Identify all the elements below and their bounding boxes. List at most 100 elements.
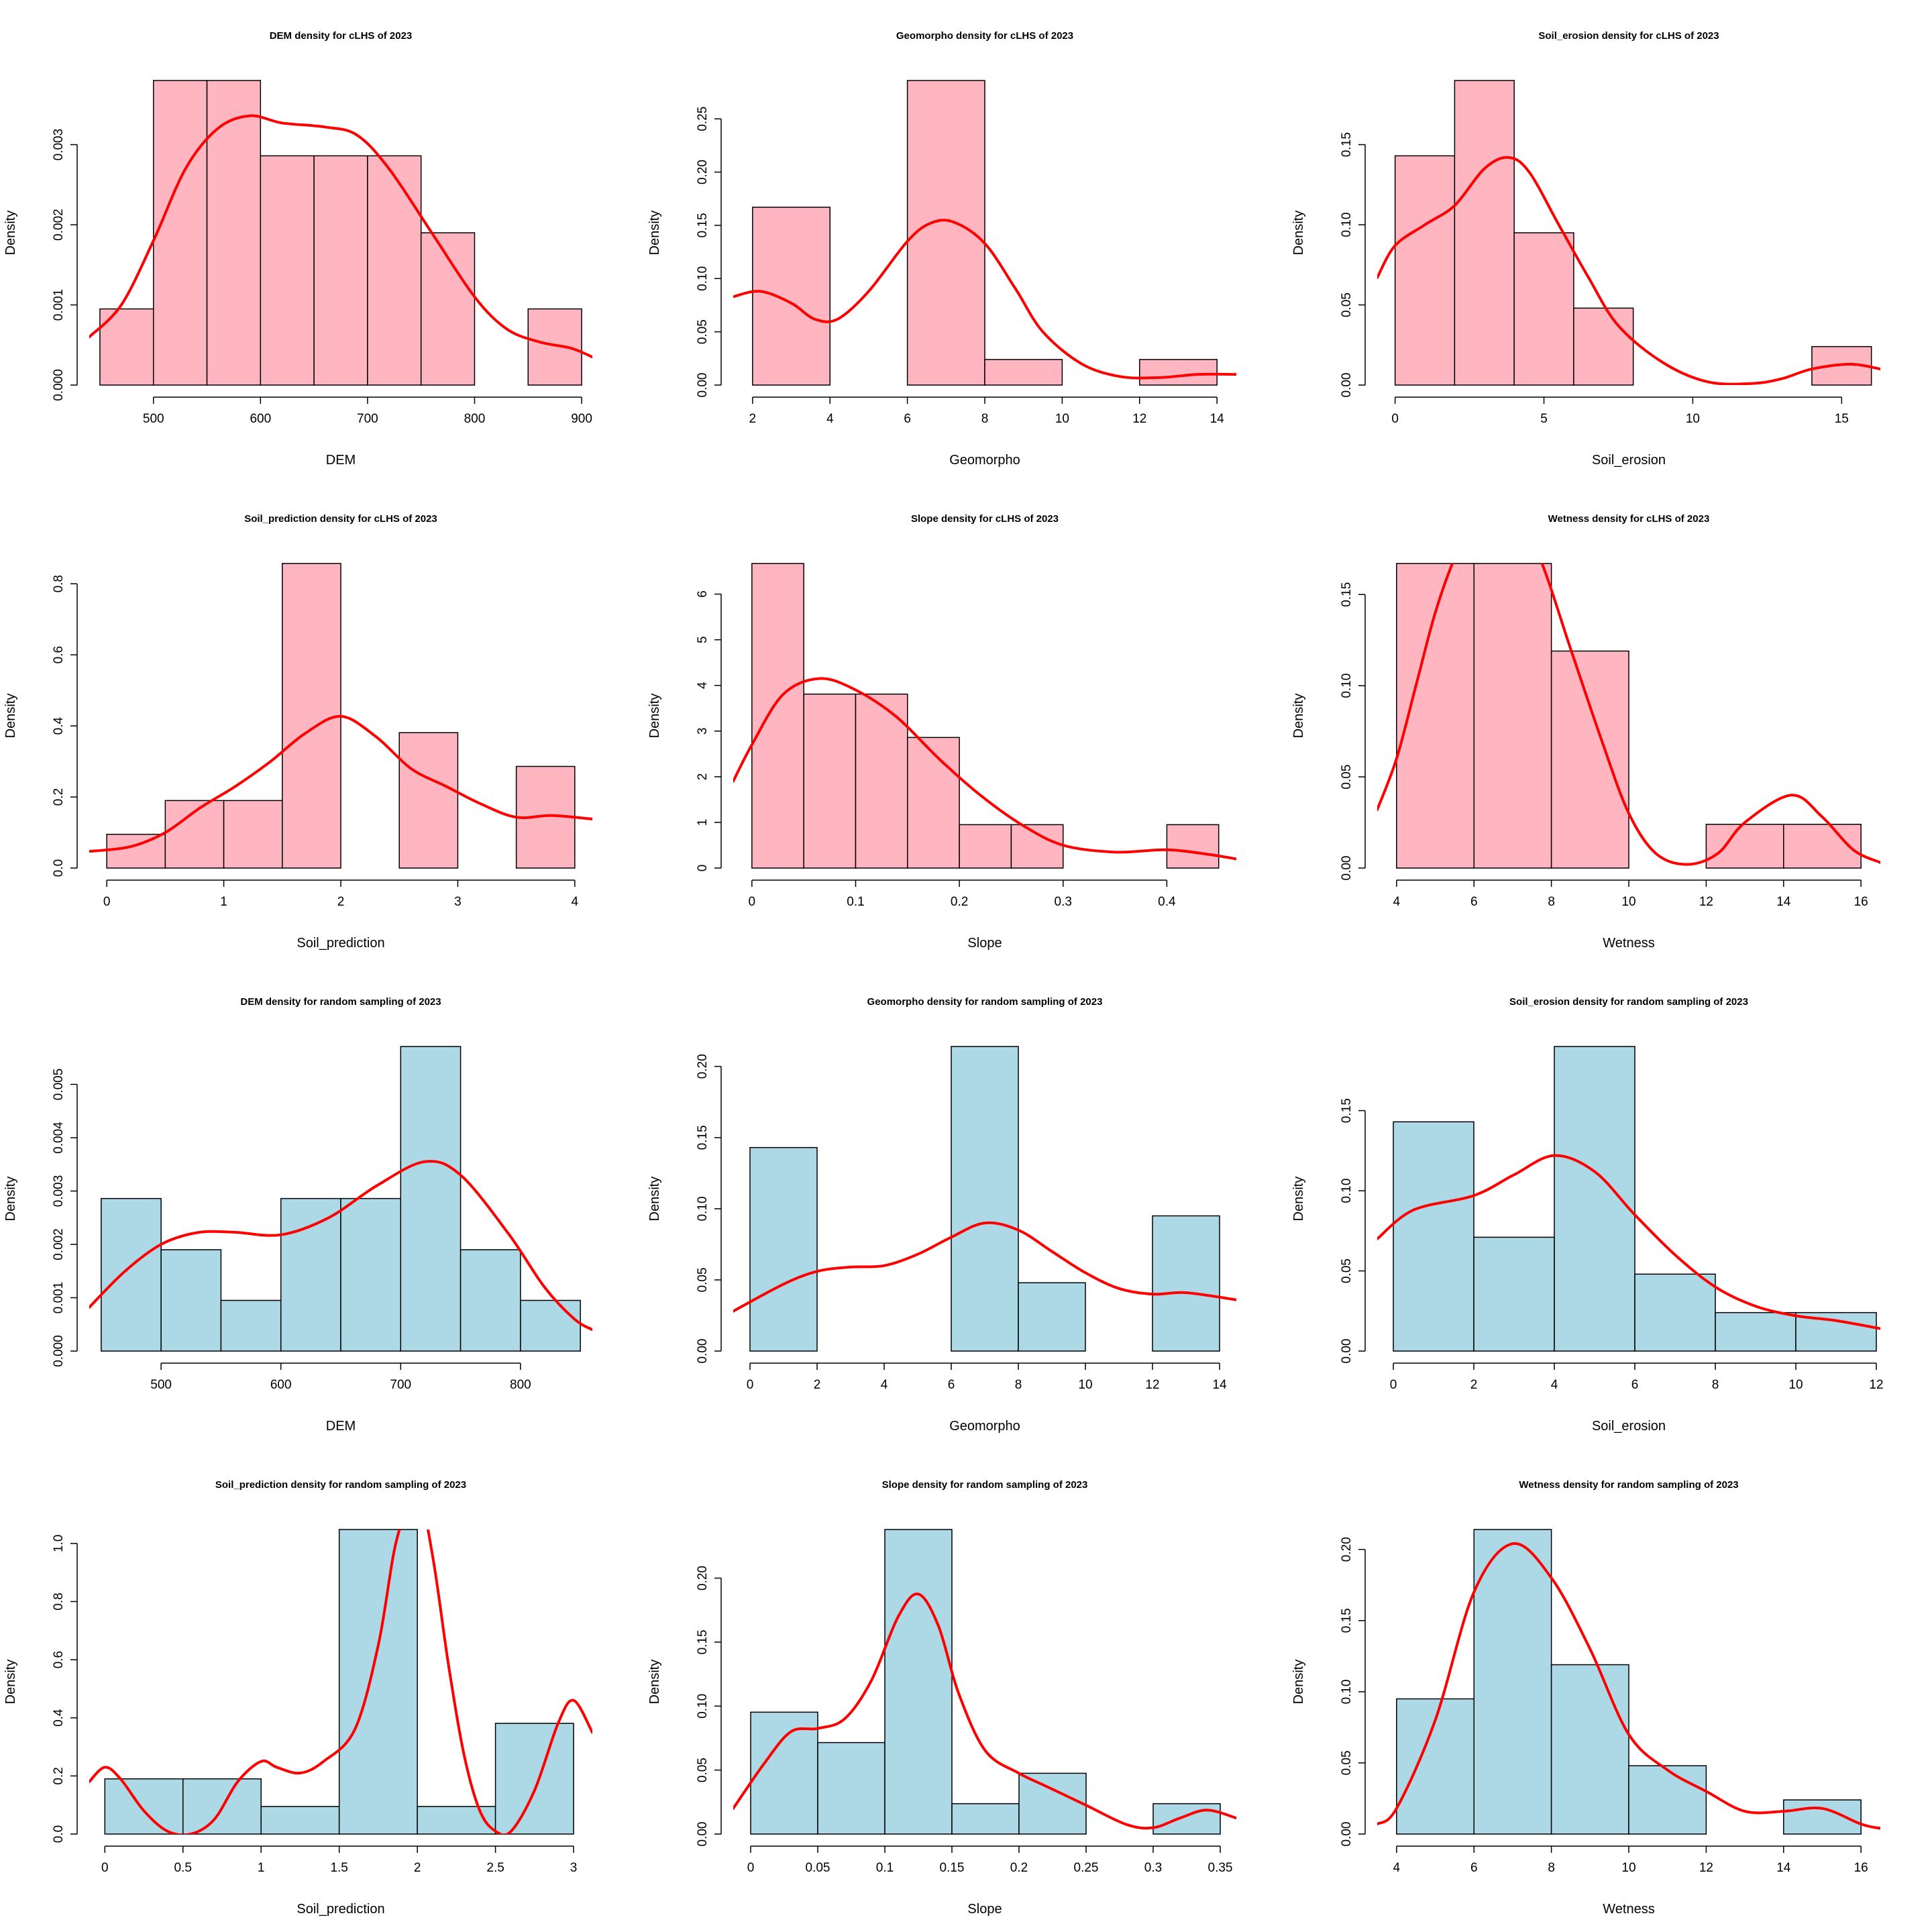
histogram-bar xyxy=(1139,359,1218,386)
y-tick-label: 0.00 xyxy=(696,373,710,398)
density-curve xyxy=(1377,1154,1880,1330)
histogram-bars xyxy=(99,80,582,386)
x-tick-label: 0.4 xyxy=(1158,895,1176,909)
x-tick-label: 15 xyxy=(1835,412,1849,426)
y-tick-label: 0.05 xyxy=(696,1758,710,1782)
y-tick-label: 0.00 xyxy=(1340,856,1354,881)
chart-title: Slope density for cLHS of 2023 xyxy=(911,513,1059,525)
histogram-bar xyxy=(223,800,283,869)
histogram-bars xyxy=(1396,563,1862,869)
histogram-bar xyxy=(984,359,1063,386)
x-tick-label: 8 xyxy=(1548,1861,1555,1875)
x-tick-label: 8 xyxy=(1015,1378,1022,1392)
x-tick-label: 0.15 xyxy=(940,1861,965,1875)
y-axis-title: Density xyxy=(647,211,662,256)
x-axis-title: Wetness xyxy=(1603,936,1654,951)
histogram-bar xyxy=(1018,1282,1086,1352)
histogram-bar xyxy=(280,1197,341,1352)
histogram-bar xyxy=(1705,824,1784,869)
density-curve xyxy=(1377,156,1880,385)
x-tick-label: 4 xyxy=(1393,1861,1401,1875)
y-tick-label: 0.00 xyxy=(1340,1339,1354,1364)
histogram-bar xyxy=(460,1249,521,1352)
histogram-bar xyxy=(1454,80,1515,386)
x-tick-label: 800 xyxy=(464,412,486,426)
x-axis-title: Soil_prediction xyxy=(297,936,384,951)
x-tick-label: 1 xyxy=(258,1861,265,1875)
chart-title: Geomorpho density for cLHS of 2023 xyxy=(896,30,1073,42)
chart-panel: Soil_erosion density for cLHS of 2023 0 5 1… xyxy=(1291,30,1880,468)
y-tick-label: 0.4 xyxy=(52,1709,66,1727)
x-tick-label: 6 xyxy=(948,1378,955,1392)
y-tick-label: 0.2 xyxy=(52,788,66,806)
chart-title: Soil_prediction density for random sampl… xyxy=(215,1479,466,1491)
y-tick-label: 0.20 xyxy=(696,1566,710,1591)
x-tick-label: 0 xyxy=(1391,412,1399,426)
y-tick-label: 0 xyxy=(696,865,710,872)
histogram-bar xyxy=(1513,232,1574,386)
y-tick-label: 0.6 xyxy=(52,646,66,663)
y-tick-label: 0.10 xyxy=(696,266,710,291)
histogram-bar xyxy=(160,1249,222,1352)
histogram-bar xyxy=(1795,1311,1877,1352)
histogram-bar xyxy=(751,563,804,869)
y-tick-label: 0.8 xyxy=(52,575,66,592)
x-tick-label: 600 xyxy=(250,412,271,426)
chart-title: Slope density for random sampling of 202… xyxy=(882,1479,1088,1491)
density-curve xyxy=(1377,564,1880,866)
histogram-bar xyxy=(951,1046,1019,1352)
y-tick-label: 0.002 xyxy=(52,209,66,241)
y-tick-label: 0.00 xyxy=(1340,1822,1354,1847)
density-curve xyxy=(733,219,1236,380)
histogram-bar xyxy=(106,833,166,869)
density-curve xyxy=(1377,1542,1880,1830)
y-tick-label: 3 xyxy=(696,728,710,735)
x-axis-title: Soil_prediction xyxy=(297,1902,384,1917)
histogram-bars xyxy=(749,1046,1220,1352)
histogram-bar xyxy=(1573,307,1634,386)
x-tick-label: 500 xyxy=(150,1378,172,1392)
x-tick-label: 16 xyxy=(1854,1861,1868,1875)
x-tick-label: 10 xyxy=(1055,412,1069,426)
x-tick-label: 0 xyxy=(749,895,756,909)
histogram-bar xyxy=(1018,1772,1087,1835)
chart-panel: Wetness density for cLHS of 2023 4 6 8 10 12 1… xyxy=(1291,513,1880,951)
y-tick-label: 0.003 xyxy=(52,1175,66,1208)
x-tick-label: 0 xyxy=(747,1861,755,1875)
histogram-bar xyxy=(752,207,830,386)
histogram-bars xyxy=(750,1529,1221,1835)
chart-title: Soil_erosion density for cLHS of 2023 xyxy=(1538,30,1719,42)
y-axis-title: Density xyxy=(1291,694,1306,739)
density-curve xyxy=(733,1593,1236,1830)
y-tick-label: 0.10 xyxy=(1340,674,1354,698)
y-tick-label: 0.003 xyxy=(52,129,66,161)
x-tick-label: 14 xyxy=(1776,895,1791,909)
histogram-bar xyxy=(417,1806,496,1835)
histogram-bar xyxy=(101,1197,162,1352)
x-tick-label: 2 xyxy=(1470,1378,1478,1392)
x-tick-label: 8 xyxy=(981,412,989,426)
y-tick-label: 0.00 xyxy=(1340,373,1354,398)
chart-title: Wetness density for cLHS of 2023 xyxy=(1548,513,1710,525)
x-tick-label: 500 xyxy=(143,412,164,426)
x-axis-title: DEM xyxy=(326,453,356,468)
histogram-bar xyxy=(398,732,459,869)
histogram-bar xyxy=(520,1299,581,1352)
x-tick-label: 8 xyxy=(1712,1378,1719,1392)
x-tick-label: 6 xyxy=(904,412,911,426)
x-tick-label: 4 xyxy=(1393,895,1401,909)
y-tick-label: 0.0 xyxy=(52,1825,66,1843)
x-tick-label: 0.1 xyxy=(847,895,864,909)
x-tick-label: 0.05 xyxy=(806,1861,830,1875)
histogram-bar xyxy=(340,1197,402,1352)
y-tick-label: 0.15 xyxy=(696,1125,710,1150)
histogram-bar xyxy=(1634,1273,1716,1352)
chart-title: Soil_erosion density for random sampling… xyxy=(1509,996,1748,1008)
x-tick-label: 12 xyxy=(1132,412,1146,426)
histogram-bar xyxy=(1152,1215,1220,1352)
x-tick-label: 0.3 xyxy=(1144,1861,1162,1875)
y-axis-title: Density xyxy=(1291,211,1306,256)
y-axis-title: Density xyxy=(1291,1177,1306,1222)
histogram-bar xyxy=(1473,1236,1555,1352)
x-tick-label: 0.5 xyxy=(174,1861,192,1875)
